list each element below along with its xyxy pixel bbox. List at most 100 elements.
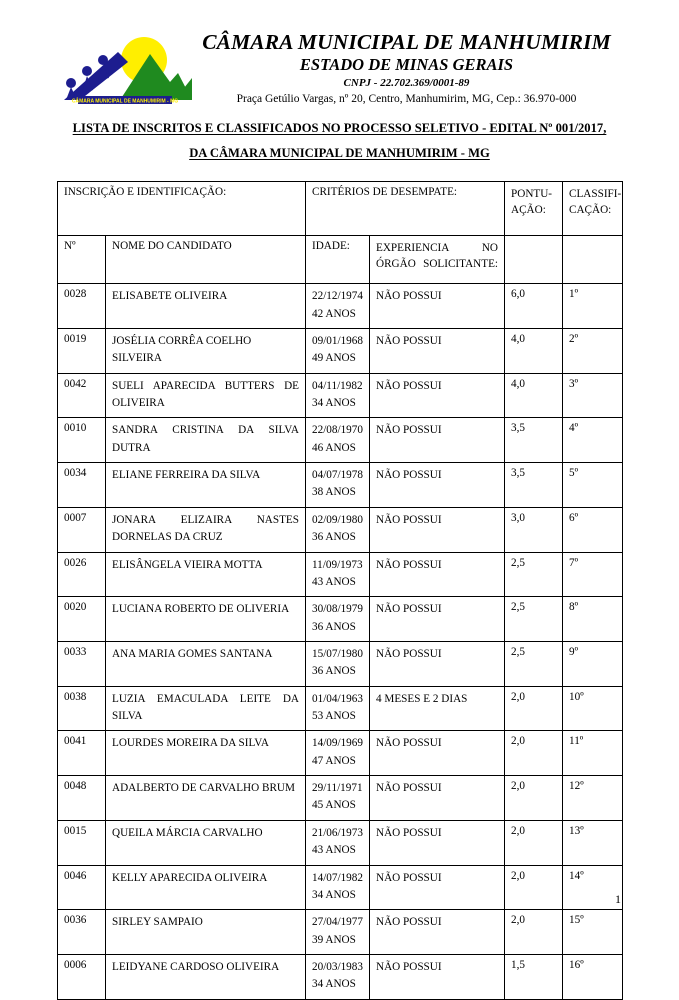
cell-nome-line-1: ELISÂNGELA VIEIRA MOTTA: [112, 558, 263, 571]
cell-data-nascimento: 14/07/1982: [312, 871, 363, 884]
candidates-table: INSCRIÇÃO E IDENTIFICAÇÃO: CRITÉRIOS DE …: [57, 181, 624, 1000]
cell-pontuacao: 2,0: [504, 864, 564, 911]
cell-experiencia: NÃO POSSUI: [368, 953, 506, 1000]
column-header-experiencia-l2: ÓRGÃO SOLICITANTE:: [376, 258, 499, 271]
cell-nome-candidato: JOSÉLIA CORRÊA COELHO SILVEIRA: [105, 327, 306, 374]
page-number: 1: [615, 892, 621, 906]
cell-pontuacao: 3,0: [504, 506, 564, 553]
cell-idade: 22/12/1974 42 ANOS: [305, 283, 370, 329]
column-header-nome: NOME DO CANDIDATO: [105, 235, 306, 285]
cell-nome-line-1: JONARA ELIZAIRA NASTES: [112, 513, 299, 526]
cell-nome-candidato: LEIDYANE CARDOSO OLIVEIRA: [105, 953, 306, 1000]
cell-numero: 0010: [57, 417, 106, 464]
cell-pontuacao: 2,0: [504, 730, 564, 777]
camara-municipal-logo-icon: CÂMARA MUNICIPAL DE MANHUMIRIM - MG: [64, 37, 192, 104]
cell-numero: 0046: [57, 864, 106, 911]
cell-data-nascimento: 01/04/1963: [312, 692, 363, 705]
cell-nome-line-1: SUELI APARECIDA BUTTERS DE: [112, 379, 299, 392]
cell-classificacao: 15º: [562, 909, 624, 955]
cell-idade: 15/07/1980 36 ANOS: [305, 640, 370, 687]
cell-classificacao: 4º: [562, 417, 624, 464]
cell-nome-candidato: ELISABETE OLIVEIRA: [105, 283, 306, 329]
cell-classificacao: 11º: [562, 730, 624, 777]
cell-data-nascimento: 22/12/1974: [312, 290, 363, 303]
cell-anos: 34 ANOS: [312, 888, 356, 901]
table-row: 0042 SUELI APARECIDA BUTTERS DE OLIVEIRA 04…: [57, 372, 624, 419]
document-title-line-2: DA CÂMARA MUNICIPAL DE MANHUMIRIM - MG: [189, 145, 490, 160]
cell-nome-candidato: ELISÂNGELA VIEIRA MOTTA: [105, 551, 306, 598]
cell-pontuacao: 2,5: [504, 640, 564, 687]
cell-anos: 34 ANOS: [312, 978, 356, 991]
cell-data-nascimento: 14/09/1969: [312, 737, 363, 750]
cell-data-nascimento: 11/09/1973: [312, 558, 363, 571]
cell-classificacao: 12º: [562, 775, 624, 821]
cell-experiencia: NÃO POSSUI: [368, 819, 506, 866]
cell-idade: 29/11/1971 45 ANOS: [305, 775, 370, 821]
cell-nome-line-1: LUZIA EMACULADA LEITE DA: [112, 692, 299, 705]
cell-experiencia: NÃO POSSUI: [368, 909, 506, 955]
table-row: 0028 ELISABETE OLIVEIRA 22/12/1974 42 ANOS N…: [57, 283, 624, 329]
cell-anos: 43 ANOS: [312, 575, 356, 588]
letterhead: CÂMARA MUNICIPAL DE MANHUMIRIM - MG CÂMA…: [0, 0, 679, 105]
header-classificacao-line1: CLASSIFI-: [569, 188, 622, 201]
cell-anos: 45 ANOS: [312, 799, 356, 812]
cell-idade: 27/04/1977 39 ANOS: [305, 909, 370, 955]
cell-anos: 49 ANOS: [312, 352, 356, 365]
cell-nome-line-1: ELISABETE OLIVEIRA: [112, 290, 228, 303]
cell-pontuacao: 2,5: [504, 551, 564, 598]
logo-caption-text: CÂMARA MUNICIPAL DE MANHUMIRIM - MG: [72, 97, 178, 104]
cell-nome-candidato: LUCIANA ROBERTO DE OLIVERIA: [105, 596, 306, 642]
cell-nome-line-2: DUTRA: [112, 441, 151, 454]
cell-nome-candidato: JONARA ELIZAIRA NASTES DORNELAS DA CRUZ: [105, 506, 306, 553]
cell-experiencia: NÃO POSSUI: [368, 372, 506, 419]
table-column-header-row: Nº NOME DO CANDIDATO IDADE: EXPERIENCIA …: [57, 235, 624, 285]
cell-classificacao: 7º: [562, 551, 624, 598]
table-row: 0036 SIRLEY SAMPAIO 27/04/1977 39 ANOS NÃO P…: [57, 909, 624, 955]
cell-data-nascimento: 20/03/1983: [312, 960, 363, 973]
cell-numero: 0006: [57, 953, 106, 1000]
cell-numero: 0026: [57, 551, 106, 598]
header-criterios: CRITÉRIOS DE DESEMPATE:: [304, 181, 506, 237]
header-pontuacao-line2: AÇÃO:: [511, 204, 546, 217]
cell-pontuacao: 6,0: [504, 283, 564, 329]
cell-classificacao: 6º: [562, 506, 624, 553]
cell-data-nascimento: 09/01/1968: [312, 334, 363, 347]
header-pontuacao: PONTU- AÇÃO:: [504, 181, 564, 237]
cell-nome-line-2: OLIVEIRA: [112, 396, 165, 409]
cell-numero: 0038: [57, 685, 106, 732]
cell-nome-line-1: ANA MARIA GOMES SANTANA: [112, 647, 273, 660]
column-header-classificacao-empty: [562, 235, 624, 285]
cell-data-nascimento: 04/11/1982: [312, 379, 363, 392]
header-classificacao: CLASSIFI- CAÇÃO:: [562, 181, 624, 237]
cell-classificacao: 16º: [562, 953, 624, 1000]
cell-experiencia: NÃO POSSUI: [368, 327, 506, 374]
cell-anos: 42 ANOS: [312, 307, 356, 320]
cell-nome-candidato: LUZIA EMACULADA LEITE DA SILVA: [105, 685, 306, 732]
cell-data-nascimento: 27/04/1977: [312, 916, 363, 929]
cell-anos: 47 ANOS: [312, 754, 356, 767]
table-row: 0020 LUCIANA ROBERTO DE OLIVERIA 30/08/197…: [57, 596, 624, 642]
letterhead-text: CÂMARA MUNICIPAL DE MANHUMIRIM ESTADO DE…: [198, 30, 621, 106]
column-header-experiencia-l1b: NO: [481, 242, 499, 255]
cell-nome-line-1: LOURDES MOREIRA DA SILVA: [112, 737, 269, 750]
organization-state: ESTADO DE MINAS GERAIS: [299, 55, 514, 75]
table-row: 0019 JOSÉLIA CORRÊA COELHO SILVEIRA 09/01/…: [57, 327, 624, 374]
cell-pontuacao: 2,0: [504, 775, 564, 821]
cell-numero: 0036: [57, 909, 106, 955]
cell-classificacao: 8º: [562, 596, 624, 642]
cell-nome-line-1: LEIDYANE CARDOSO OLIVEIRA: [112, 960, 280, 973]
cell-classificacao: 1º: [562, 283, 624, 329]
cell-numero: 0020: [57, 596, 106, 642]
cell-nome-line-1: LUCIANA ROBERTO DE OLIVERIA: [112, 603, 290, 616]
cell-experiencia: NÃO POSSUI: [368, 775, 506, 821]
cell-nome-candidato: ELIANE FERREIRA DA SILVA: [105, 462, 306, 508]
cell-data-nascimento: 22/08/1970: [312, 424, 363, 437]
cell-idade: 11/09/1973 43 ANOS: [305, 551, 370, 598]
cell-idade: 02/09/1980 36 ANOS: [305, 506, 370, 553]
organization-address: Praça Getúlio Vargas, nº 20, Centro, Man…: [236, 92, 577, 105]
table-row: 0046 KELLY APARECIDA OLIVEIRA 14/07/1982 34…: [57, 864, 624, 911]
table-row: 0038 LUZIA EMACULADA LEITE DA SILVA 01/04/1…: [57, 685, 624, 732]
cell-classificacao: 9º: [562, 640, 624, 687]
table-row: 0010 SANDRA CRISTINA DA SILVA DUTRA 22/08/1…: [57, 417, 624, 464]
column-header-experiencia: EXPERIENCIA NO ÓRGÃO SOLICITANTE:: [368, 235, 506, 285]
